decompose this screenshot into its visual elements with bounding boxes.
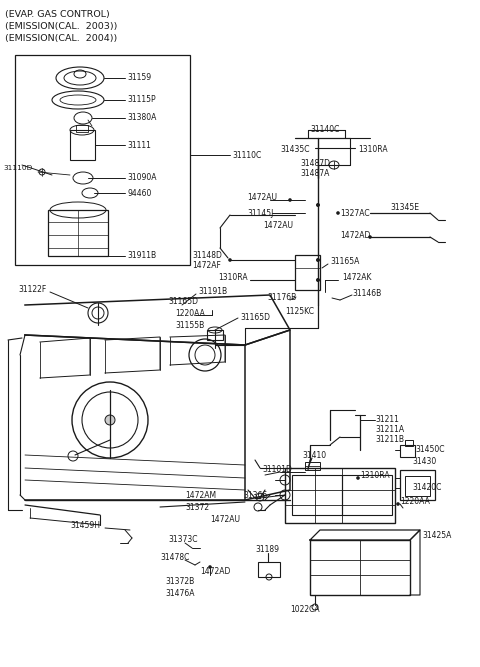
Text: 31155B: 31155B (175, 321, 204, 331)
Text: 1022CA: 1022CA (290, 606, 320, 614)
Bar (400, 445, 415, 457)
Text: 31459H: 31459H (70, 520, 100, 530)
Text: 31430: 31430 (412, 458, 436, 466)
Bar (305, 462, 320, 470)
Bar (400, 470, 435, 500)
Text: 31211B: 31211B (375, 436, 404, 444)
Circle shape (356, 476, 360, 480)
Text: 31189: 31189 (255, 546, 279, 554)
Text: 1220AA: 1220AA (400, 498, 430, 506)
Text: 1472AU: 1472AU (247, 193, 277, 203)
Text: 31110D: 31110D (3, 165, 32, 171)
Text: 31111: 31111 (127, 141, 151, 149)
Text: 1472AK: 1472AK (342, 273, 372, 283)
Text: 1310RA: 1310RA (358, 145, 388, 155)
Text: 31372B: 31372B (165, 578, 194, 586)
Circle shape (368, 235, 372, 239)
Text: 31140C: 31140C (310, 125, 339, 135)
Text: 1327AC: 1327AC (340, 209, 370, 217)
Text: 31410: 31410 (302, 450, 326, 460)
Circle shape (336, 211, 340, 215)
Text: (EMISSION(CAL.  2004)): (EMISSION(CAL. 2004)) (5, 34, 117, 43)
Text: 31478C: 31478C (160, 554, 190, 562)
Text: 31911B: 31911B (127, 251, 156, 261)
Text: 1472AD: 1472AD (340, 231, 371, 239)
Text: 31115P: 31115P (127, 95, 156, 105)
Text: 31176B: 31176B (267, 293, 296, 303)
Text: 31165D: 31165D (168, 297, 198, 307)
Text: 31476A: 31476A (165, 588, 194, 598)
Text: 31110C: 31110C (232, 151, 261, 159)
Text: 1220AA: 1220AA (175, 309, 205, 319)
Bar (405, 440, 413, 446)
Text: (EVAP. GAS CONTROL): (EVAP. GAS CONTROL) (5, 10, 110, 19)
Bar (292, 475, 342, 515)
Text: 31487D: 31487D (300, 159, 330, 167)
Text: 31211: 31211 (375, 416, 399, 424)
Bar (310, 540, 410, 595)
Bar (70, 130, 95, 160)
Text: 31372: 31372 (185, 504, 209, 512)
Text: 31366: 31366 (243, 490, 267, 500)
Text: 31345E: 31345E (390, 203, 419, 211)
Text: 1472AU: 1472AU (263, 221, 293, 229)
Text: 31435C: 31435C (280, 145, 310, 155)
Bar (342, 475, 392, 515)
Text: (EMISSION(CAL.  2003)): (EMISSION(CAL. 2003)) (5, 22, 118, 31)
Circle shape (228, 258, 232, 262)
Bar (258, 562, 280, 577)
Text: 31145J: 31145J (247, 209, 274, 217)
Text: 31425A: 31425A (422, 530, 451, 540)
Text: 31165A: 31165A (330, 257, 360, 267)
Text: 1472AD: 1472AD (200, 568, 230, 576)
Text: 1472AM: 1472AM (185, 490, 216, 500)
Bar (295, 255, 320, 290)
Text: 1472AU: 1472AU (210, 516, 240, 524)
Bar (207, 330, 223, 340)
Text: 31373C: 31373C (168, 536, 197, 544)
Text: 31148D: 31148D (192, 251, 222, 259)
Bar (76, 125, 88, 132)
Text: 1310RA: 1310RA (218, 273, 248, 283)
Circle shape (316, 278, 320, 282)
Text: 31487A: 31487A (300, 169, 329, 177)
Text: 31450C: 31450C (415, 446, 444, 454)
Text: 31146B: 31146B (352, 289, 381, 297)
Text: 31101D: 31101D (262, 466, 292, 474)
Circle shape (288, 198, 292, 202)
Text: 31191B: 31191B (198, 287, 227, 297)
Text: 31090A: 31090A (127, 173, 156, 183)
Circle shape (316, 258, 320, 262)
Text: 31159: 31159 (127, 73, 151, 83)
Text: 1125KC: 1125KC (285, 307, 314, 317)
Text: 31211A: 31211A (375, 426, 404, 434)
Bar (48, 210, 108, 256)
Text: 31420C: 31420C (412, 484, 442, 492)
Circle shape (316, 203, 320, 207)
Circle shape (396, 502, 400, 506)
Bar (285, 468, 395, 523)
Text: 94460: 94460 (127, 189, 151, 197)
Text: 31380A: 31380A (127, 113, 156, 123)
Text: 1310RA: 1310RA (360, 472, 390, 480)
Text: 31122F: 31122F (18, 285, 46, 295)
Text: 1472AF: 1472AF (192, 261, 221, 269)
Text: 31165D: 31165D (240, 313, 270, 323)
Bar (15, 55, 190, 265)
Bar (405, 476, 430, 496)
Circle shape (208, 565, 212, 569)
Circle shape (105, 415, 115, 425)
